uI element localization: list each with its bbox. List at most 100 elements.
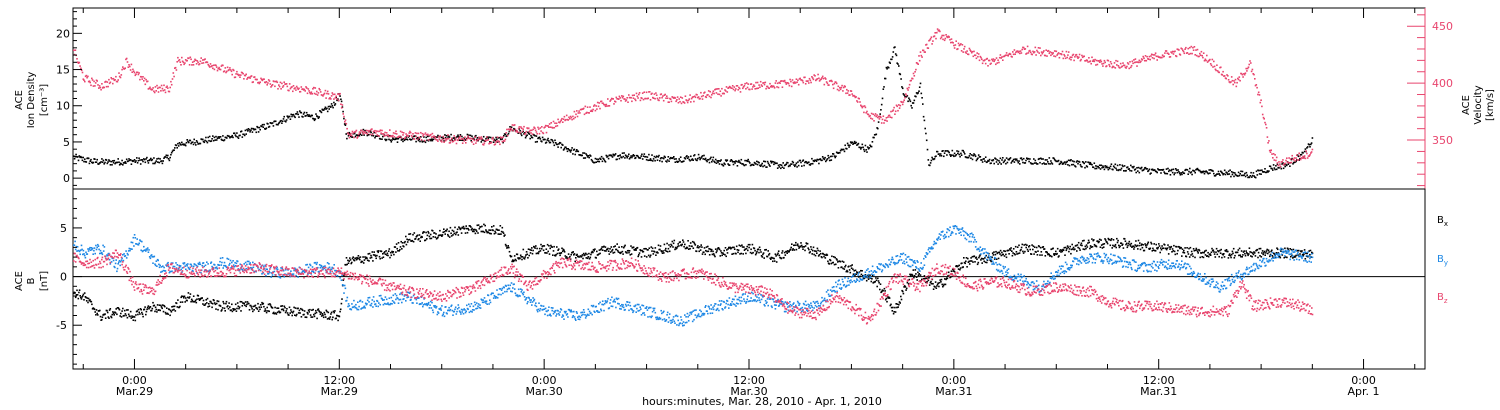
density-tick-label: 5 bbox=[63, 136, 70, 149]
velocity-point bbox=[79, 65, 81, 67]
density-point bbox=[832, 153, 835, 155]
bx-point bbox=[821, 256, 823, 259]
bx-point bbox=[751, 243, 754, 246]
bx-point bbox=[1085, 247, 1087, 250]
density-point bbox=[1263, 171, 1265, 173]
bx-point bbox=[968, 263, 971, 265]
bx-point bbox=[1145, 246, 1148, 249]
velocity-point bbox=[1022, 46, 1025, 49]
velocity-point bbox=[980, 56, 982, 59]
velocity-point bbox=[558, 121, 561, 124]
velocity-point bbox=[415, 135, 417, 138]
bx-point bbox=[1045, 251, 1048, 253]
bx-point bbox=[234, 308, 236, 311]
bx-point bbox=[1071, 243, 1073, 246]
bx-point bbox=[754, 249, 756, 252]
bx-point bbox=[670, 243, 672, 246]
velocity-point bbox=[1068, 57, 1071, 60]
velocity-point bbox=[1226, 74, 1228, 76]
bx-point bbox=[634, 249, 636, 251]
velocity-point bbox=[1098, 61, 1101, 63]
bx-point bbox=[314, 312, 316, 315]
velocity-point bbox=[1284, 162, 1286, 165]
density-point bbox=[641, 158, 644, 160]
velocity-point bbox=[222, 64, 224, 67]
velocity-point bbox=[129, 69, 132, 71]
velocity-point bbox=[1154, 54, 1156, 56]
bx-point bbox=[891, 310, 894, 312]
velocity-point bbox=[142, 76, 144, 78]
density-point bbox=[789, 165, 791, 167]
density-point bbox=[1187, 173, 1189, 175]
bx-point bbox=[601, 249, 604, 251]
bx-point bbox=[938, 285, 940, 288]
velocity-point bbox=[874, 113, 877, 115]
density-point bbox=[885, 66, 888, 69]
velocity-point bbox=[535, 131, 538, 133]
bx-point bbox=[386, 252, 389, 255]
velocity-point bbox=[498, 141, 500, 143]
velocity-point bbox=[134, 74, 137, 77]
velocity-point bbox=[752, 84, 755, 86]
velocity-point bbox=[413, 138, 416, 140]
density-point bbox=[1013, 161, 1016, 163]
velocity-point bbox=[305, 86, 307, 88]
density-point bbox=[794, 164, 797, 166]
bx-point bbox=[538, 250, 540, 253]
bx-point bbox=[894, 311, 897, 313]
velocity-point bbox=[1043, 50, 1045, 52]
density-point bbox=[1047, 162, 1050, 165]
velocity-point bbox=[1198, 55, 1200, 58]
velocity-point bbox=[1076, 55, 1078, 58]
bx-point bbox=[666, 242, 668, 245]
density-point bbox=[574, 153, 576, 156]
velocity-point bbox=[831, 80, 833, 83]
bx-point bbox=[362, 256, 364, 258]
bx-point bbox=[114, 312, 117, 314]
velocity-point bbox=[166, 85, 168, 88]
bx-point bbox=[343, 273, 346, 275]
bx-point bbox=[626, 252, 628, 254]
bx-point bbox=[1157, 246, 1159, 249]
density-point bbox=[283, 115, 285, 118]
velocity-point bbox=[401, 131, 403, 134]
density-point bbox=[351, 136, 354, 138]
velocity-point bbox=[457, 139, 459, 142]
density-point bbox=[913, 99, 916, 102]
velocity-point bbox=[1220, 66, 1222, 69]
density-point bbox=[925, 139, 928, 142]
density-point bbox=[1155, 170, 1158, 173]
density-point bbox=[852, 143, 854, 145]
density-point bbox=[679, 156, 682, 158]
velocity-point bbox=[91, 77, 93, 80]
bx-point bbox=[1072, 246, 1075, 249]
density-point bbox=[590, 158, 593, 161]
bx-point bbox=[1031, 244, 1033, 246]
density-point bbox=[923, 119, 926, 122]
velocity-point bbox=[790, 80, 792, 83]
bx-point bbox=[672, 242, 675, 245]
bx-point bbox=[1178, 246, 1180, 248]
bx-point bbox=[695, 250, 698, 253]
velocity-point bbox=[348, 136, 351, 139]
density-point bbox=[641, 153, 643, 156]
velocity-point bbox=[767, 87, 770, 89]
velocity-point bbox=[80, 69, 83, 72]
density-point bbox=[968, 155, 971, 157]
density-point bbox=[716, 160, 718, 162]
density-point bbox=[877, 121, 880, 123]
bx-point bbox=[867, 274, 869, 277]
bx-point bbox=[381, 257, 383, 259]
bx-point bbox=[1158, 245, 1161, 247]
bx-point bbox=[177, 299, 179, 301]
density-point bbox=[174, 147, 176, 149]
velocity-point bbox=[105, 85, 108, 88]
density-point bbox=[436, 136, 438, 138]
density-point bbox=[698, 156, 701, 159]
velocity-point bbox=[437, 136, 440, 138]
bx-point bbox=[234, 303, 237, 306]
bx-point bbox=[881, 290, 883, 293]
bx-point bbox=[171, 309, 174, 311]
velocity-point bbox=[296, 87, 299, 89]
density-point bbox=[1047, 161, 1049, 163]
